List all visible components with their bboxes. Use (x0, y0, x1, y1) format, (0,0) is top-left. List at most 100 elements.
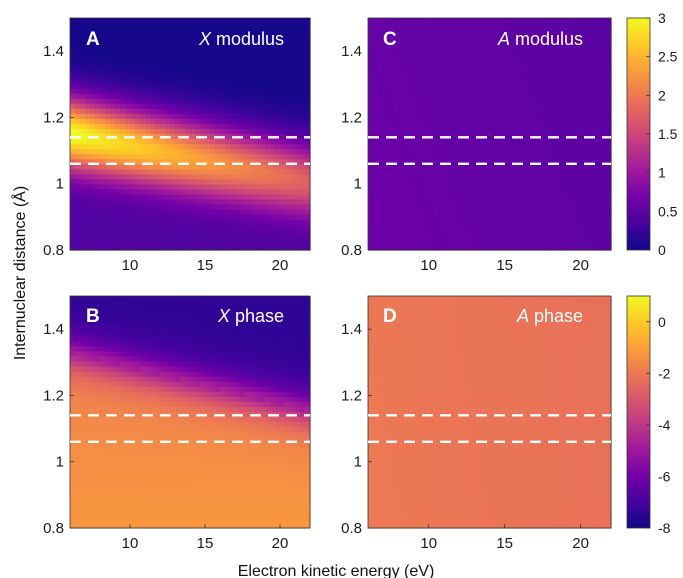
heatmap-cell (550, 159, 556, 165)
heatmap-cell (140, 28, 146, 34)
heatmap-cell (115, 78, 121, 85)
heatmap-cell (85, 209, 91, 216)
heatmap-cell (388, 184, 394, 191)
heatmap-cell (509, 68, 516, 75)
heatmap-cell (135, 316, 141, 322)
heatmap-cell (190, 306, 196, 312)
heatmap-cell (295, 113, 301, 120)
heatmap-cell (110, 144, 116, 150)
heatmap-cell (438, 48, 445, 54)
heatmap-cell (545, 58, 551, 64)
heatmap-cell (250, 149, 256, 155)
heatmap-cell (580, 28, 587, 34)
heatmap-cell (469, 194, 475, 201)
heatmap-cell (300, 68, 306, 75)
heatmap-cell (260, 244, 266, 251)
heatmap-cell (210, 78, 216, 85)
heatmap-cell (90, 306, 96, 312)
heatmap-cell (514, 244, 521, 251)
heatmap-cell (459, 48, 465, 54)
heatmap-cell (130, 336, 136, 342)
heatmap-cell (585, 139, 592, 145)
heatmap-cell (408, 128, 415, 135)
heatmap-cell (130, 194, 136, 201)
heatmap-cell (449, 224, 455, 231)
heatmap-cell (95, 123, 101, 130)
heatmap-cell (285, 139, 291, 145)
heatmap-cell (438, 154, 445, 160)
heatmap-cell (413, 189, 420, 196)
heatmap-cell (95, 351, 101, 358)
heatmap-cell (433, 108, 440, 115)
heatmap-cell (479, 169, 486, 175)
heatmap-cell (90, 68, 96, 75)
heatmap-cell (454, 83, 460, 90)
heatmap-cell (585, 128, 592, 135)
heatmap-cell (605, 139, 612, 145)
heatmap-cell (403, 204, 410, 211)
heatmap-cell (160, 159, 166, 165)
heatmap-cell (220, 139, 226, 145)
y-tick-label: 0.8 (43, 242, 64, 259)
heatmap-cell (110, 63, 116, 70)
heatmap-cell (600, 184, 607, 191)
heatmap-cell (570, 154, 577, 160)
heatmap-cell (275, 139, 281, 145)
heatmap-cell (388, 164, 394, 170)
heatmap-cell (469, 154, 475, 160)
heatmap-cell (560, 38, 567, 44)
heatmap-cell (570, 159, 577, 165)
heatmap-cell (115, 184, 121, 191)
heatmap-cell (105, 118, 111, 125)
heatmap-cell (464, 103, 470, 110)
heatmap-cell (474, 219, 480, 226)
heatmap-cell (125, 244, 131, 251)
heatmap-cell (454, 63, 460, 70)
heatmap-cell (454, 38, 460, 44)
heatmap-cell (260, 18, 266, 24)
heatmap-cell (469, 98, 475, 105)
heatmap-cell (509, 108, 516, 115)
heatmap-cell (230, 189, 236, 196)
heatmap-cell (175, 113, 181, 120)
heatmap-cell (535, 28, 541, 34)
heatmap-cell (540, 38, 546, 44)
heatmap-cell (210, 169, 216, 175)
heatmap-cell (190, 48, 196, 54)
heatmap-cell (454, 204, 460, 211)
heatmap-cell (165, 301, 171, 307)
heatmap-cell (438, 58, 445, 64)
heatmap-cell (265, 73, 271, 80)
heatmap-cell (90, 336, 96, 342)
heatmap-cell (550, 43, 556, 49)
heatmap-cell (265, 199, 271, 206)
heatmap-cell (105, 149, 111, 155)
heatmap-cell (230, 78, 236, 85)
heatmap-cell (185, 204, 191, 211)
heatmap-cell (285, 108, 291, 115)
heatmap-cell (190, 214, 196, 221)
heatmap-cell (565, 199, 572, 206)
heatmap-cell (494, 118, 501, 125)
heatmap-cell (605, 164, 612, 170)
heatmap-cell (215, 306, 221, 312)
heatmap-cell (285, 68, 291, 75)
heatmap-cell (454, 164, 460, 170)
heatmap-cell (280, 184, 286, 191)
heatmap-cell (275, 149, 281, 155)
heatmap-cell (479, 18, 486, 24)
heatmap-cell (190, 194, 196, 201)
heatmap-cell (418, 78, 425, 85)
heatmap-cell (550, 229, 556, 236)
heatmap-cell (165, 149, 171, 155)
heatmap-cell (275, 93, 281, 100)
heatmap-cell (260, 58, 266, 64)
heatmap-cell (464, 219, 470, 226)
heatmap-cell (300, 154, 306, 160)
heatmap-cell (110, 73, 116, 80)
heatmap-cell (398, 134, 405, 140)
heatmap-cell (535, 93, 541, 100)
heatmap-cell (555, 128, 561, 135)
heatmap-cell (408, 224, 415, 231)
heatmap-cell (215, 296, 221, 302)
